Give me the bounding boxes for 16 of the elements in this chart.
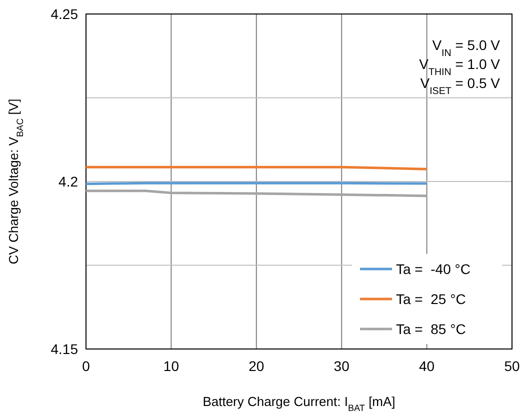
x-tick-label: 50 (504, 358, 520, 374)
x-tick-label: 40 (419, 358, 435, 374)
x-tick-label: 10 (163, 358, 180, 374)
legend-label: Ta = 85 °C (396, 320, 466, 337)
legend-label: Ta = -40 °C (396, 260, 470, 277)
annotation: V$_{THIN}$ = 1.0 V (419, 56, 501, 78)
annotation: V$_{ISET}$ = 0.5 V (420, 75, 501, 96)
annotation: V$_{IN}$ = 5.0 V (432, 37, 501, 58)
y-tick-label: 4.25 (50, 6, 78, 22)
y-tick-label: 4.2 (58, 173, 78, 190)
x-tick-label: 0 (82, 358, 90, 374)
x-tick-label: 30 (334, 358, 350, 374)
x-tick-label: 20 (248, 358, 264, 374)
legend-label: Ta = 25 °C (396, 290, 466, 307)
y-tick-label: 4.15 (50, 340, 78, 357)
x-axis-title: Battery Charge Current: I$_{BAT}$ [mA] (202, 394, 396, 413)
